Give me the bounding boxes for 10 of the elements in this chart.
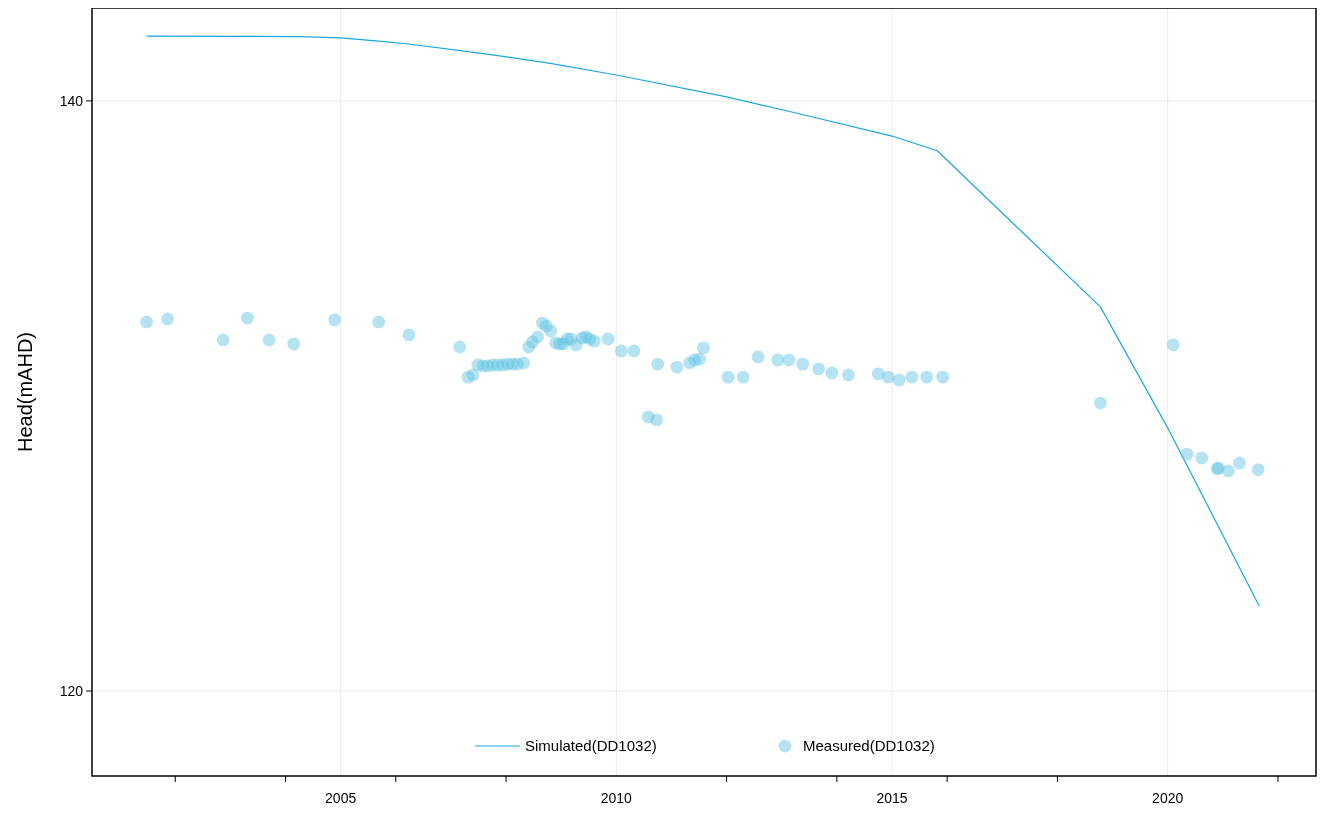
y-tick-label: 120 [59, 683, 84, 700]
x-tick-label: 2015 [876, 790, 908, 806]
x-tick-label: 2005 [325, 790, 357, 806]
legend-label: Simulated(DD1032) [525, 737, 657, 754]
x-tick-label: 2020 [1152, 790, 1184, 806]
line-series [145, 35, 1260, 607]
y-tick-label: 140 [59, 92, 84, 109]
legend-label: Measured(DD1032) [803, 737, 935, 754]
y-axis-title: Head(mAHD) [14, 331, 36, 453]
x-tick-label: 2010 [600, 790, 633, 806]
